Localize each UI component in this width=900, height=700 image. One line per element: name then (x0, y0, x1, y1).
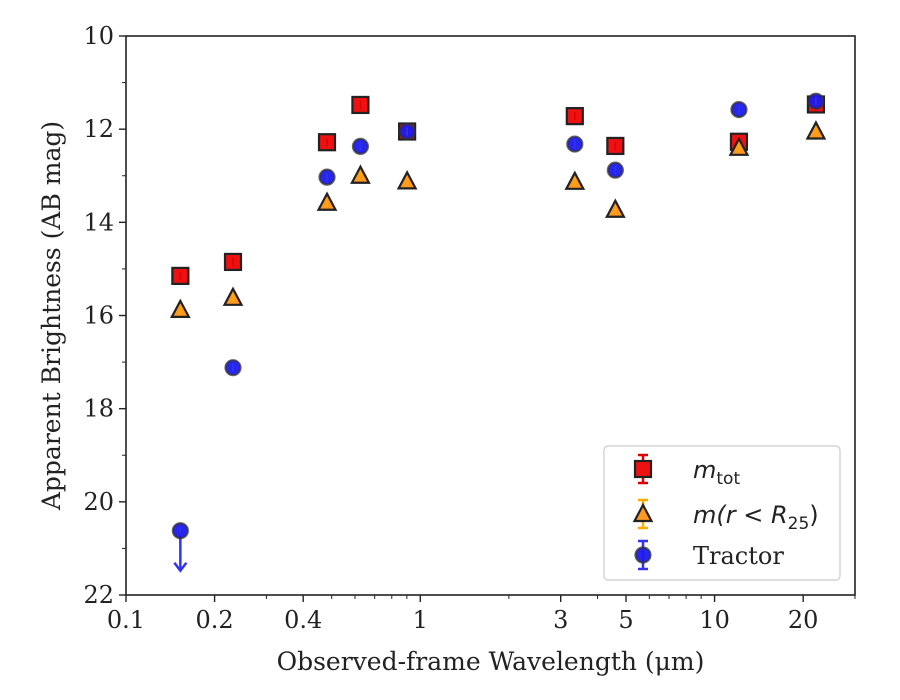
legend: mtot m(r < R25) Tractor (603, 445, 841, 581)
axes: 10 12 14 16 18 20 220.1 0.2 0.4 1 3 5 10 20 Observed-f… (37, 22, 856, 676)
y-tick-label: 14 (83, 208, 114, 236)
x-tick-label: 3 (553, 606, 568, 634)
y-tick-label: 16 (83, 302, 114, 330)
x-tick-label: 20 (788, 606, 819, 634)
x-axis-label: Observed-frame Wavelength (μm) (277, 647, 705, 676)
series-triangle (170, 120, 827, 319)
legend-marker-circle (634, 546, 652, 564)
x-tick-label: 1 (413, 606, 428, 634)
legend-marker-triangle (632, 502, 654, 523)
upper-limit-arrow-head (173, 561, 188, 573)
y-tick-label: 12 (83, 115, 114, 143)
x-tick-label: 5 (618, 606, 633, 634)
y-tick-label: 10 (83, 22, 114, 50)
legend-label: Tractor (693, 542, 784, 570)
x-tick-label: 0.2 (196, 606, 234, 634)
legend-label: m(r < R25) (693, 501, 819, 534)
y-tick-label: 18 (83, 395, 114, 423)
legend-label: mtot (693, 456, 740, 489)
series-circle (171, 92, 825, 573)
x-tick-label: 0.4 (284, 606, 322, 634)
data-marks (170, 92, 827, 573)
y-tick-label: 20 (83, 488, 114, 516)
legend-box (603, 445, 841, 581)
y-tick-label: 22 (83, 581, 114, 609)
legend-marker-square (633, 459, 653, 479)
x-tick-label: 0.1 (107, 606, 145, 634)
y-axis-label: Apparent Brightness (AB mag) (37, 121, 66, 511)
series-square (171, 95, 826, 286)
x-tick-label: 10 (699, 606, 730, 634)
